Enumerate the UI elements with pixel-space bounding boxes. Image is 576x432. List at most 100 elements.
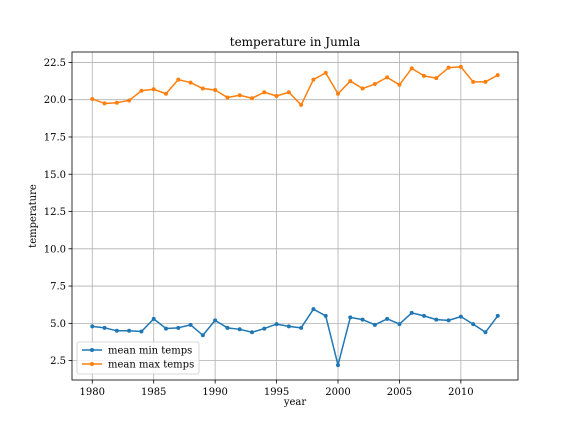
data-point <box>299 102 304 107</box>
data-point <box>483 79 488 84</box>
data-point <box>102 101 107 106</box>
legend-label: mean min temps <box>108 346 192 357</box>
data-point <box>213 88 218 93</box>
legend-swatch-marker <box>90 362 94 366</box>
data-point <box>237 93 242 98</box>
data-point <box>434 76 439 81</box>
plot-frame <box>71 51 519 381</box>
data-point <box>102 325 107 330</box>
data-point <box>360 86 365 91</box>
y-tick-label: 10.0 <box>44 244 66 255</box>
data-point <box>372 322 377 327</box>
data-point <box>385 316 390 321</box>
legend: mean min temps mean max temps <box>76 341 200 375</box>
data-point <box>458 314 463 319</box>
data-point <box>213 318 218 323</box>
data-point <box>311 77 316 82</box>
data-point <box>114 328 119 333</box>
series-2 <box>90 64 500 107</box>
data-point <box>348 315 353 320</box>
data-point <box>483 330 488 335</box>
x-tick-label: 2000 <box>325 387 350 398</box>
data-point <box>139 329 144 334</box>
x-axis-ticks: 1980 1985 1990 1995 2000 2005 2010 <box>80 380 474 398</box>
data-point <box>471 322 476 327</box>
legend-box <box>76 341 200 375</box>
data-point <box>225 95 230 100</box>
legend-label: mean max temps <box>108 360 194 371</box>
legend-swatch-marker <box>90 348 94 352</box>
series-1 <box>90 307 500 368</box>
data-point <box>323 313 328 318</box>
data-point <box>90 324 95 329</box>
data-point <box>176 77 181 82</box>
x-axis-label: year <box>283 397 307 408</box>
data-point <box>422 73 427 78</box>
data-point <box>127 98 132 103</box>
legend-entries: mean min temps mean max temps <box>82 346 194 371</box>
data-point <box>422 313 427 318</box>
data-point <box>225 325 230 330</box>
data-point <box>151 87 156 92</box>
data-point <box>385 75 390 80</box>
data-point <box>249 330 254 335</box>
data-point <box>397 82 402 87</box>
data-point <box>274 322 279 327</box>
data-point <box>237 327 242 332</box>
data-point <box>397 322 402 327</box>
x-tick-label: 2010 <box>448 387 473 398</box>
x-tick-label: 1985 <box>141 387 166 398</box>
data-point <box>495 313 500 318</box>
x-tick-label: 2005 <box>387 387 412 398</box>
data-point <box>90 96 95 101</box>
y-tick-label: 20.0 <box>44 95 66 106</box>
data-point <box>200 86 205 91</box>
data-point <box>163 326 168 331</box>
data-point <box>409 310 414 315</box>
y-tick-label: 5.0 <box>50 319 66 330</box>
data-point <box>176 325 181 330</box>
y-tick-label: 7.5 <box>50 282 66 293</box>
data-point <box>188 80 193 85</box>
x-tick-label: 1980 <box>80 387 105 398</box>
x-tick-label: 1990 <box>202 387 227 398</box>
series-line <box>92 308 499 366</box>
data-point <box>495 73 500 78</box>
y-tick-label: 15.0 <box>44 170 66 181</box>
data-point <box>299 325 304 330</box>
y-tick-label: 2.5 <box>50 356 66 367</box>
chart-title: temperature in Jumla <box>230 35 360 49</box>
y-tick-label: 12.5 <box>44 207 66 218</box>
data-point <box>434 317 439 322</box>
series-line <box>92 66 499 106</box>
data-point <box>114 100 119 105</box>
data-point <box>446 65 451 70</box>
data-point <box>458 64 463 69</box>
series-layer <box>90 64 500 368</box>
data-point <box>336 363 341 368</box>
data-point <box>163 91 168 96</box>
data-point <box>348 79 353 84</box>
data-point <box>286 90 291 95</box>
data-point <box>372 82 377 87</box>
data-point <box>409 66 414 71</box>
data-point <box>151 316 156 321</box>
y-tick-label: 22.5 <box>44 58 66 69</box>
data-point <box>188 322 193 327</box>
data-point <box>336 91 341 96</box>
y-axis-ticks: 2.5 5.0 7.5 10.0 12.5 15.0 17.5 20.0 22.5 <box>44 58 72 367</box>
data-point <box>262 90 267 95</box>
x-tick-label: 1995 <box>264 387 289 398</box>
data-point <box>323 70 328 75</box>
data-point <box>446 318 451 323</box>
y-axis-label: temperature <box>28 184 39 248</box>
data-point <box>139 88 144 93</box>
data-point <box>286 324 291 329</box>
data-point <box>311 307 316 312</box>
data-point <box>360 317 365 322</box>
data-point <box>249 96 254 101</box>
data-point <box>127 328 132 333</box>
data-point <box>274 93 279 98</box>
y-tick-label: 17.5 <box>44 132 66 143</box>
